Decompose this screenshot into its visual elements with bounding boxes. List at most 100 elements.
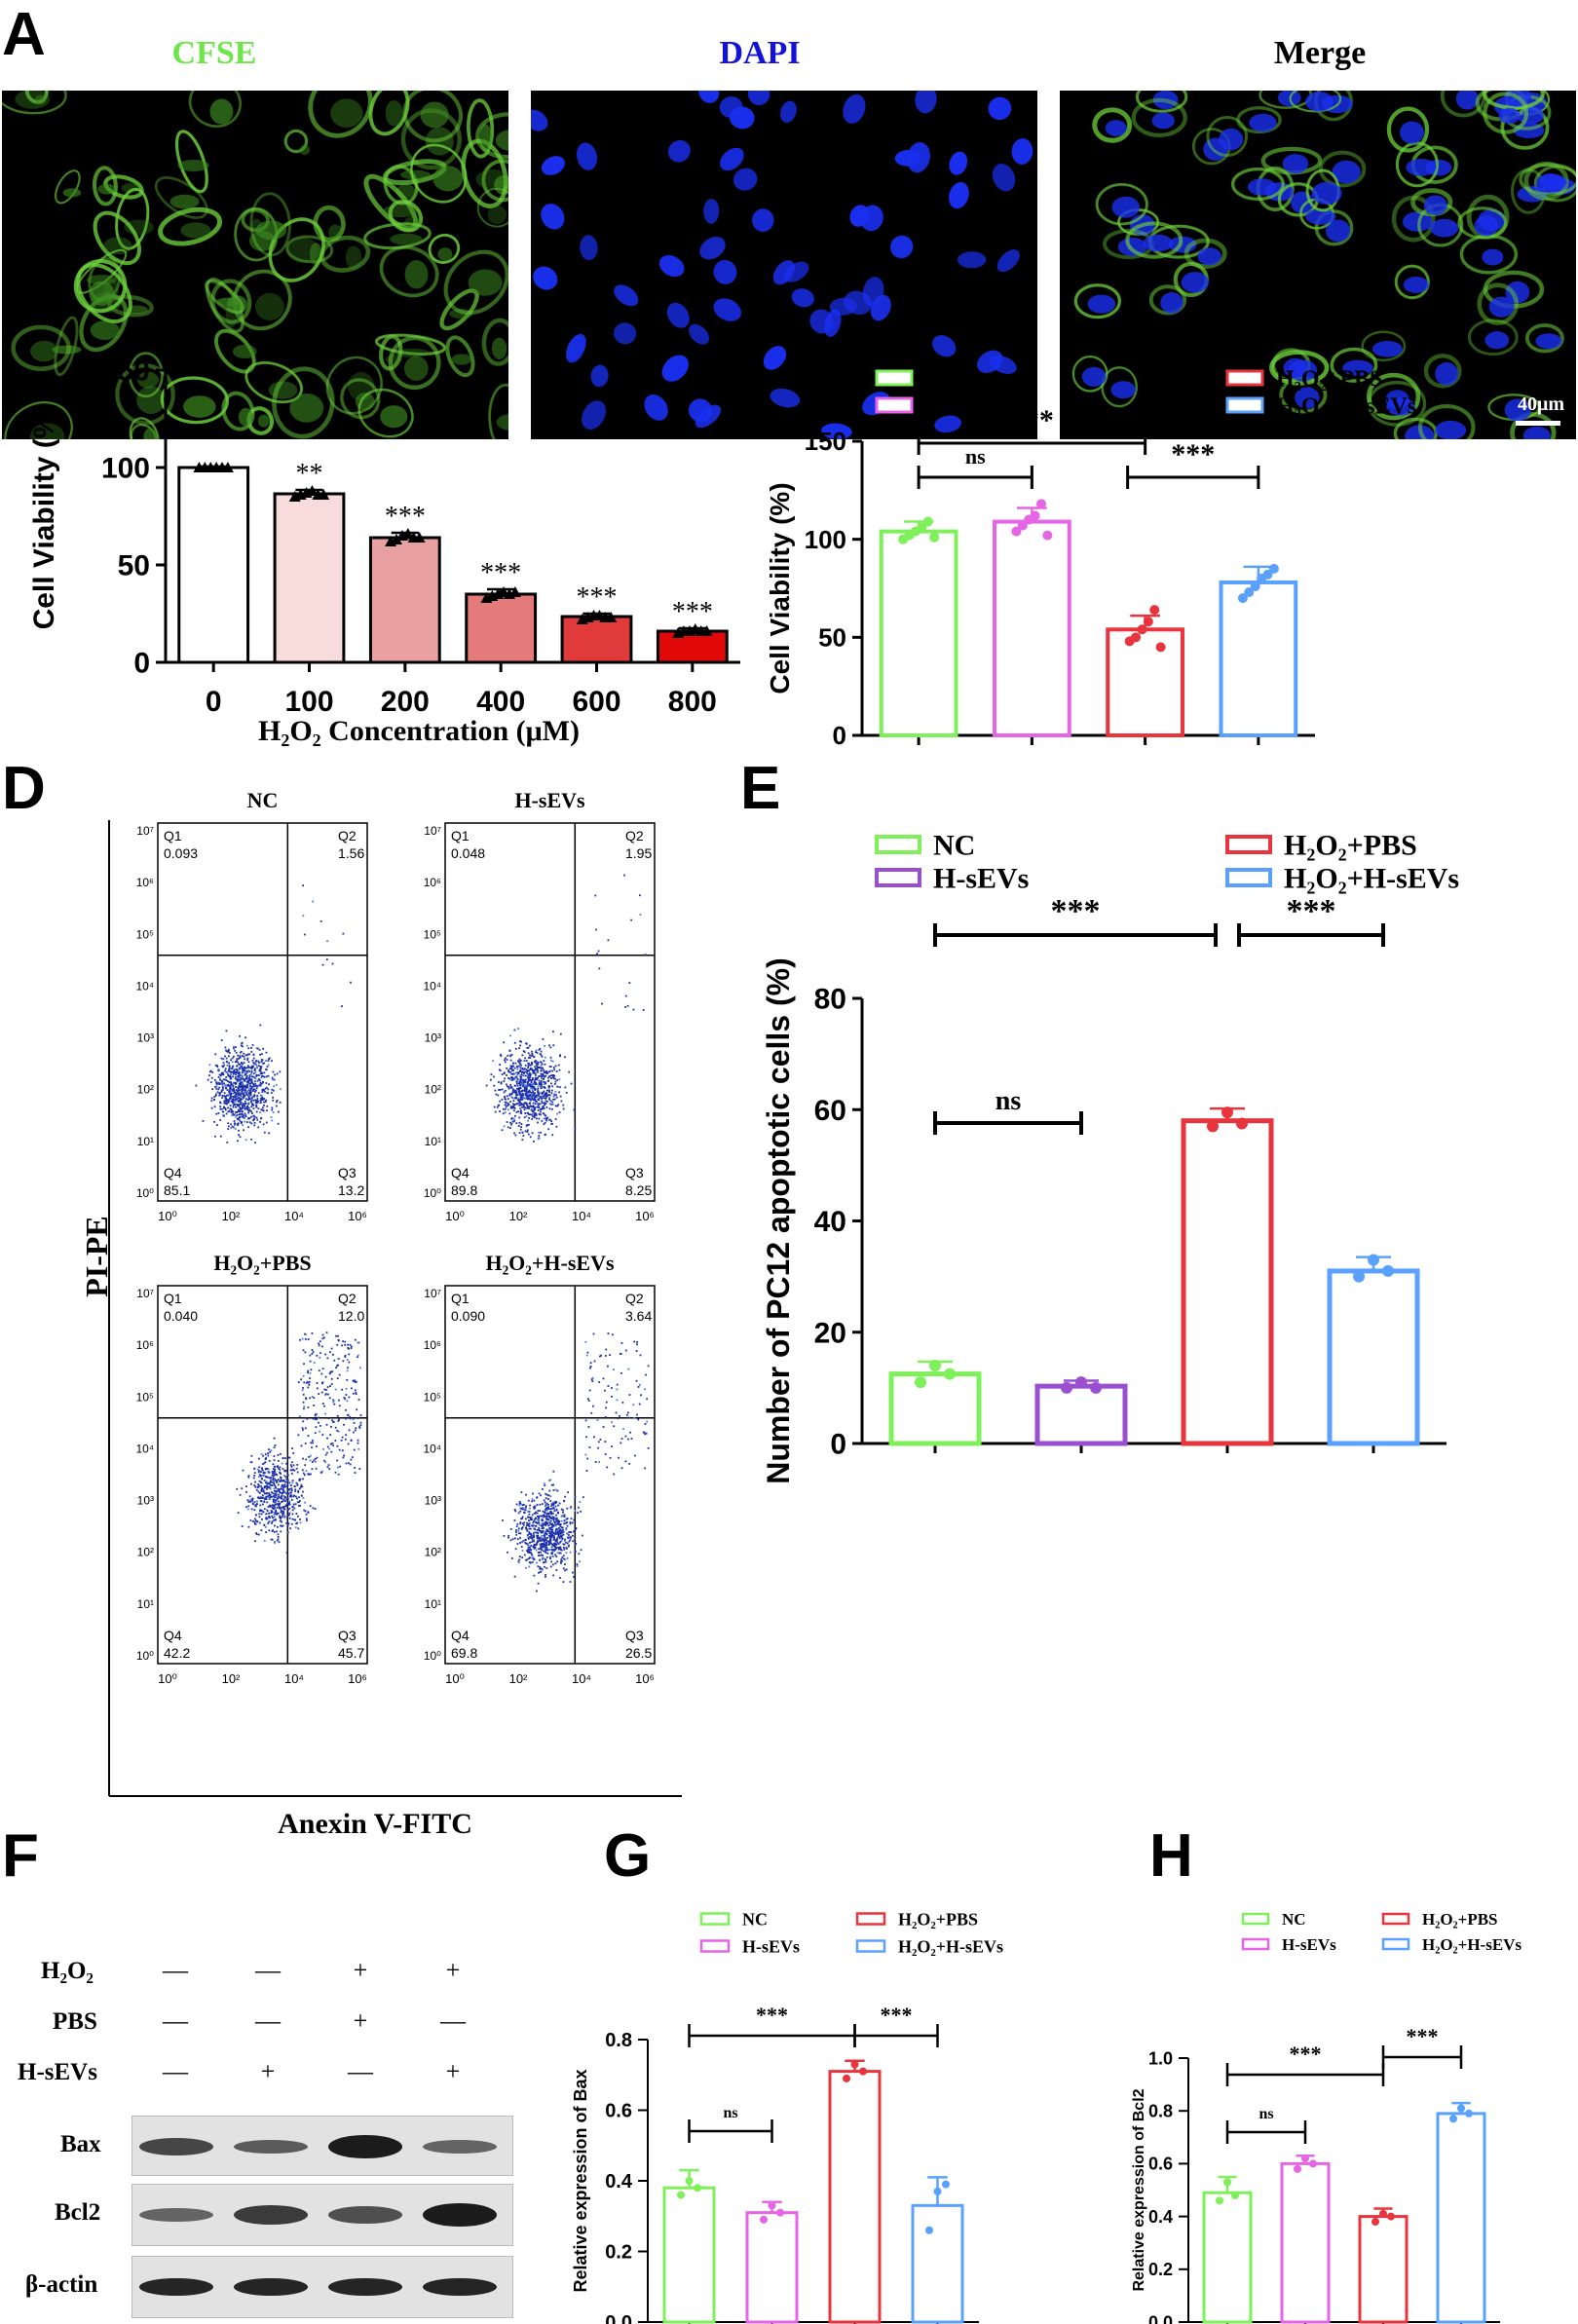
cell-event [547,1089,550,1092]
cell-event [357,1354,359,1357]
cell-event [598,1461,601,1463]
cell-event [243,1094,245,1097]
cell-event [530,1534,533,1537]
cell-event [259,1066,262,1068]
cell-event [305,1397,307,1400]
cell-event [302,1478,304,1481]
cell-event [273,1472,275,1475]
cell-event [555,1544,558,1546]
y-tick-label: 10³ [425,1031,441,1045]
cell-event [281,1516,283,1518]
cell-event [504,1059,506,1062]
cell-event [589,1366,592,1368]
cell-event [522,1074,525,1077]
cell-event [232,1075,234,1078]
cell-event [355,1393,357,1396]
cell-event [278,1505,281,1508]
cell-event [563,1519,566,1522]
cell-event [574,1543,577,1546]
cell-event [215,1093,217,1096]
cell-event [346,1369,349,1372]
cell-event [576,1563,579,1565]
cell-event [584,1340,587,1343]
cell-event [243,1062,245,1064]
cell-event [543,1546,545,1548]
cell-event [530,1105,532,1107]
cell-event [242,1069,244,1072]
cell-event [294,1503,297,1506]
cell-event [636,1413,638,1416]
cell-event [577,1512,580,1515]
cell-event [258,1457,260,1460]
cell-event [290,1473,293,1475]
cell-event [521,1541,524,1543]
cell-membrane [285,235,334,264]
wb-sign: — [163,1956,188,1984]
cell-event [244,1120,246,1123]
cell-event [275,1509,277,1512]
cell-event [250,1086,253,1089]
cell-event [297,1434,300,1437]
cell-event [344,1340,347,1343]
nucleus [713,259,737,284]
cell-event [540,1074,542,1077]
cell-event [516,1099,519,1102]
cell-event [288,1487,291,1490]
cell-event [553,1520,555,1523]
cell-event [518,1047,520,1050]
cell-event [530,1055,533,1057]
cell-event [509,1528,512,1530]
cell-event [345,1408,347,1411]
cell-event [540,1108,543,1111]
cell-membrane [11,324,71,371]
cell-event [259,1111,261,1114]
bar [888,1371,982,1446]
cell-event [281,1501,283,1503]
cell-event [542,1112,545,1115]
cell-event [245,1084,248,1087]
cell-event [236,1117,239,1120]
cell-event [329,1371,332,1374]
cell-event [240,1044,243,1047]
merge-nucleus [1455,91,1479,110]
cell-event [542,1529,545,1532]
cell-event [543,1523,545,1526]
cell-event [645,1432,648,1435]
x-tick-label: 10⁶ [635,1671,655,1686]
cell-event [283,1483,286,1486]
cell-event [225,1057,228,1060]
cell-event [604,1416,607,1418]
cell-event [353,1448,356,1451]
cell-event [271,1520,274,1523]
cell-event [537,1109,540,1111]
cell-event [599,1355,601,1358]
cell-event [274,1474,277,1477]
cell-event [584,1419,587,1422]
cell-event [534,1111,536,1114]
cell-event [232,1045,235,1048]
cell-event [249,1088,252,1090]
cell-event [213,1106,216,1108]
cell-event [274,1524,276,1527]
cell-event [236,1078,239,1080]
cell-event [259,1509,262,1511]
cell-event [250,1454,253,1457]
nucleus [752,208,774,232]
cell-event [529,1099,532,1102]
cell-event [560,1515,563,1518]
cell-event [507,1108,509,1111]
cell-event [349,1343,352,1346]
cell-event [522,1083,525,1086]
cell-event [544,1044,545,1047]
cell-event [516,1077,519,1079]
protein-band [139,2278,213,2296]
cell-event [348,1361,351,1364]
cell-event [526,1123,529,1126]
cell-event [586,1457,589,1460]
cell-event [509,1034,511,1037]
cell-event [518,1100,521,1103]
cell-event [551,1553,553,1555]
cell-event [532,1112,535,1115]
data-point [929,532,940,543]
cell-event [264,1101,267,1104]
